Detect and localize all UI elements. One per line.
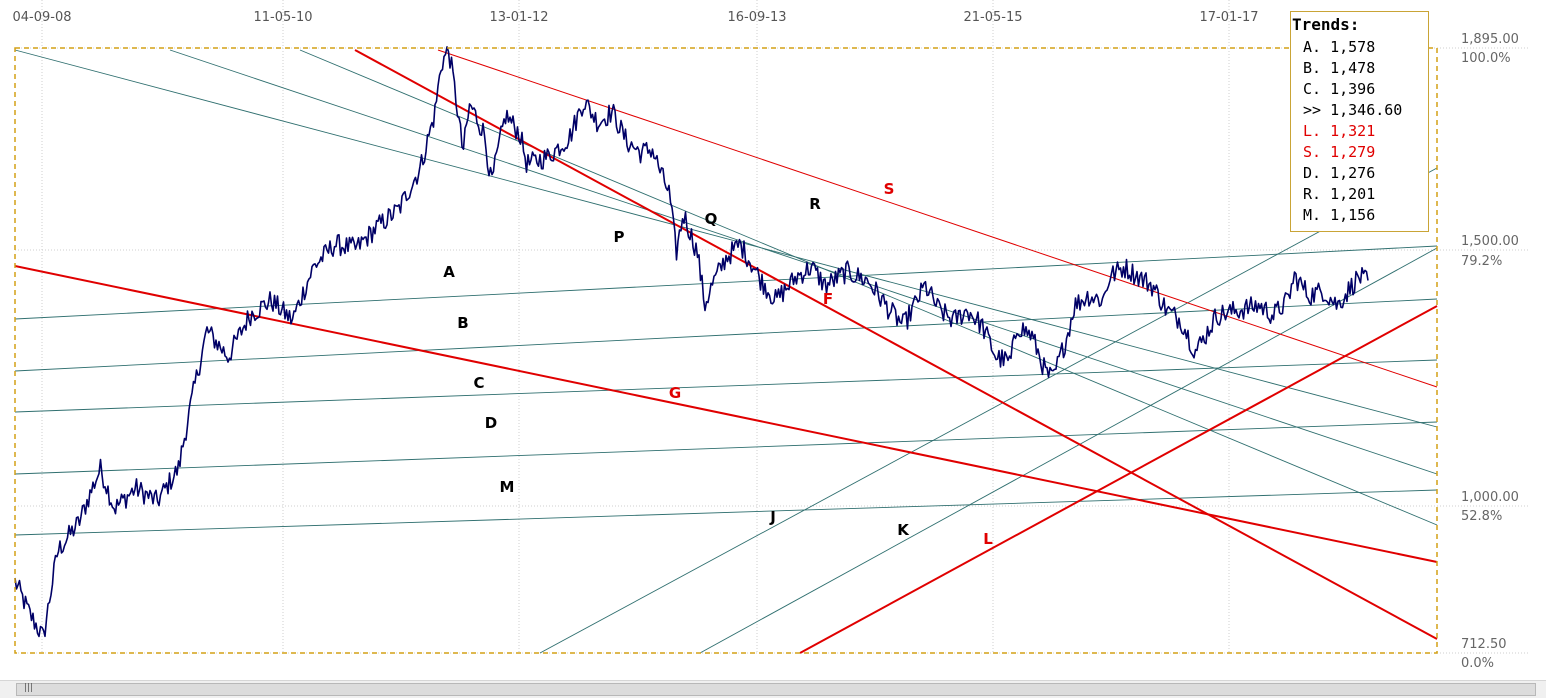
- trend-row: A. 1,578: [1303, 38, 1376, 56]
- trendline-teal: [14, 489, 1438, 536]
- scrollbar-thumb[interactable]: [16, 683, 1536, 696]
- trendline-red: [354, 49, 1438, 640]
- trendline-label-p: P: [614, 228, 625, 246]
- trendline-teal: [299, 49, 1438, 526]
- y-tick-pct: 52.8%: [1461, 509, 1503, 524]
- trendline-teal: [14, 245, 1438, 320]
- trendline-label-f: F: [823, 290, 833, 308]
- trendline-label-s: S: [884, 180, 895, 198]
- trendline-teal: [14, 49, 1438, 428]
- plot-frame: [14, 47, 1438, 654]
- trendline-red: [437, 49, 1438, 388]
- trendline-teal: [169, 49, 1438, 475]
- y-tick-value: 712.50: [1461, 637, 1507, 652]
- trend-row: L. 1,321: [1303, 122, 1376, 140]
- trendline-label-m: M: [500, 478, 515, 496]
- trendline-label-a: A: [443, 263, 455, 281]
- trends-title: Trends:: [1292, 15, 1360, 34]
- trendline-teal: [14, 359, 1438, 413]
- y-tick-value: 1,500.00: [1461, 234, 1519, 249]
- trends-legend: Trends: A. 1,578 B. 1,478 C. 1,396 >> 1,346…: [1290, 11, 1429, 232]
- horizontal-scrollbar[interactable]: |||: [0, 680, 1546, 698]
- trendline-teal: [14, 298, 1438, 372]
- trend-row: >> 1,346.60: [1303, 101, 1403, 119]
- price-series-line: [14, 46, 1369, 638]
- y-tick-pct: 100.0%: [1461, 51, 1511, 66]
- trend-row: S. 1,279: [1303, 143, 1376, 161]
- trendline-label-b: B: [457, 314, 468, 332]
- trendline-teal: [539, 167, 1438, 654]
- trendline-labels: A B C D M J K L G F P Q R S: [443, 180, 993, 548]
- trend-row: M. 1,156: [1303, 206, 1376, 224]
- x-axis-date-label: 16-09-13: [727, 10, 787, 25]
- trend-row: C. 1,396: [1303, 80, 1376, 98]
- trendline-label-d: D: [485, 414, 497, 432]
- y-tick-value: 1,000.00: [1461, 490, 1519, 505]
- x-axis-date-label: 11-05-10: [253, 10, 313, 25]
- trendline-label-l: L: [983, 530, 993, 548]
- trendline-teal: [699, 247, 1438, 654]
- trendline-label-r: R: [809, 195, 821, 213]
- trendline-label-q: Q: [705, 210, 718, 228]
- trend-row: R. 1,201: [1303, 185, 1376, 203]
- x-axis-date-label: 04-09-08: [12, 10, 72, 25]
- teal-trendlines: [14, 49, 1438, 654]
- trendline-label-k: K: [897, 521, 910, 539]
- trends-list: A. 1,578 B. 1,478 C. 1,396 >> 1,346.60 L. 1,…: [1303, 37, 1402, 226]
- x-axis-date-label: 13-01-12: [489, 10, 549, 25]
- trendline-label-g: G: [669, 384, 681, 402]
- red-trendlines: [14, 49, 1438, 654]
- trend-row: D. 1,276: [1303, 164, 1376, 182]
- trend-row: B. 1,478: [1303, 59, 1376, 77]
- scrollbar-grip-icon[interactable]: |||: [24, 683, 34, 693]
- y-tick-pct: 0.0%: [1461, 656, 1495, 671]
- x-axis-date-label: 21-05-15: [963, 10, 1023, 25]
- trendline-red: [799, 305, 1438, 654]
- trendline-label-c: C: [473, 374, 484, 392]
- y-tick-pct: 79.2%: [1461, 254, 1503, 269]
- y-tick-value: 1,895.00: [1461, 32, 1519, 47]
- trendline-label-j: J: [769, 508, 776, 526]
- x-axis-date-label: 17-01-17: [1199, 10, 1259, 25]
- trendline-teal: [14, 421, 1438, 475]
- chart-canvas: A B C D M J K L G F P Q R S: [14, 0, 1530, 654]
